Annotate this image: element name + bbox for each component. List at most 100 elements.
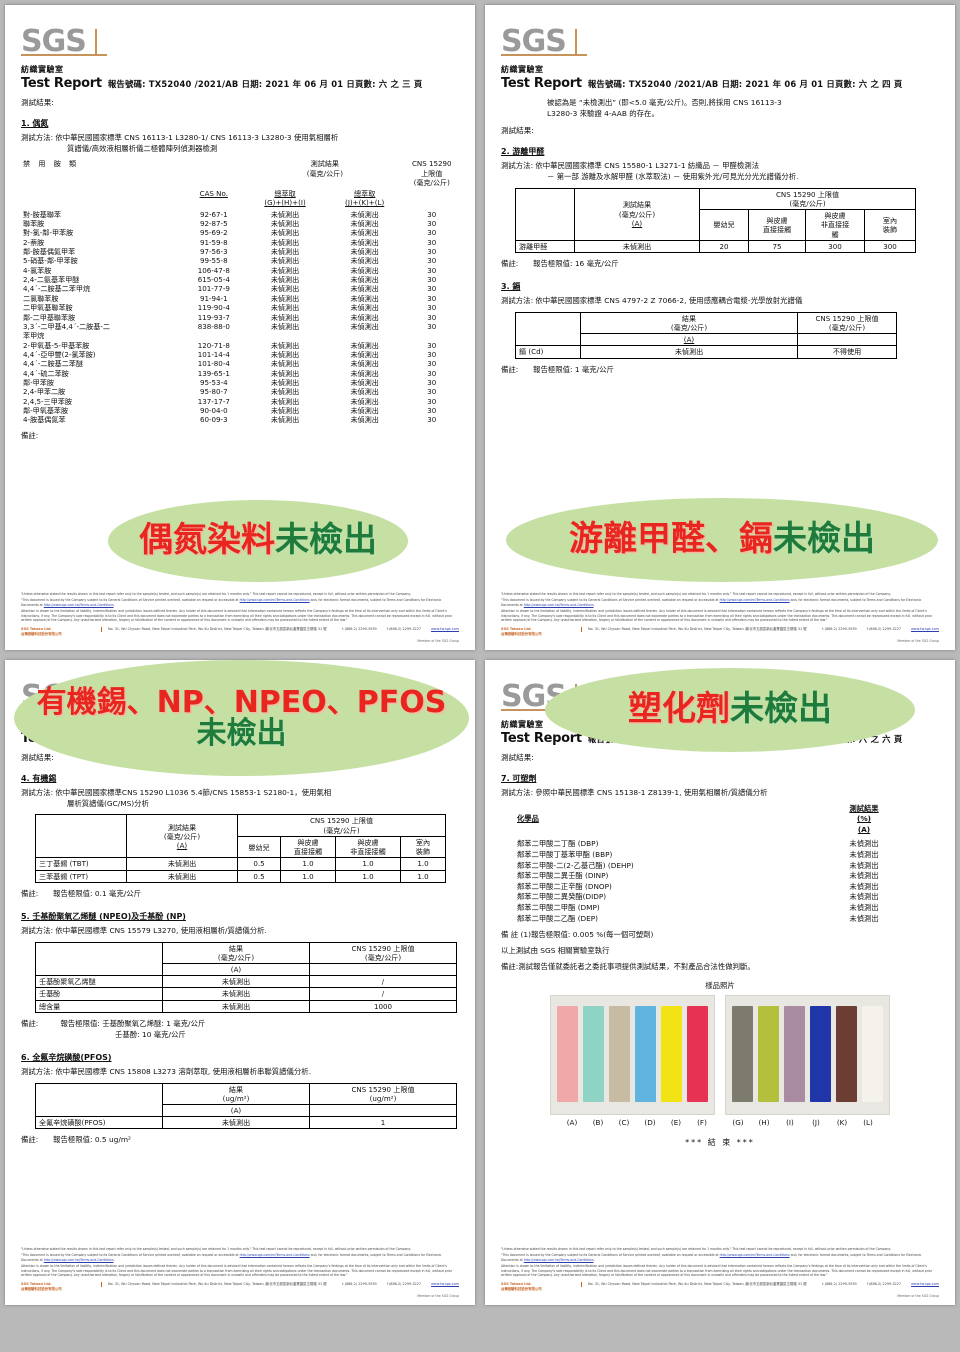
chemical-result: 未偵測出 (849, 839, 879, 849)
sample-label: (I) (786, 1118, 794, 1128)
header-result-a: (A) (631, 218, 643, 228)
footer-company: SGS Taiwan Ltd. 台灣檢驗科技股份有限公司 (501, 1282, 573, 1292)
terms-link-2[interactable]: http://www.sgs.com.tw/Terms-and-Conditio… (43, 1257, 114, 1262)
table-row: 壬基酚聚氧乙烯醚 未偵測出 / (35, 975, 457, 989)
terms-link-2[interactable]: http://www.sgs.com.tw/Terms-and-Conditio… (523, 602, 594, 607)
header-limit-top: CNS 15290 上限值 (351, 1084, 415, 1094)
header-limit-blank (309, 1103, 457, 1118)
method-line1: 測試方法: 依中華民國國家標準CNS 15290 L1036 5.4節/CNS … (21, 788, 332, 797)
amine-cas: 119-93-7 (197, 312, 230, 322)
amine-name: 二氯聯苯胺 (23, 293, 59, 303)
row-skin-direct: 1.0 (280, 857, 336, 871)
footer-company-zh: 台灣檢驗科技股份有限公司 (501, 632, 542, 637)
amine-result-2: 未偵測出 (350, 293, 379, 303)
footer-web-link[interactable]: www.tw.sgs.com (911, 626, 939, 631)
amine-limit: 30 (427, 312, 437, 322)
amine-result-2: 未偵測出 (350, 406, 379, 416)
amine-name: 2-甲氧基-5-甲基苯胺 (23, 340, 90, 350)
header-result: 測試結果 (毫克/公斤) (245, 159, 404, 189)
row-result: 未偵測出 (162, 1116, 310, 1130)
sample-label: (D) (644, 1118, 656, 1128)
amine-table-body: 對-胺基聯苯 92-67-1 未偵測出 未偵測出 30 聯苯胺 92-87-5 未偵測出 未偵測… (21, 210, 459, 425)
table-subheader-row: 嬰幼兒 與皮膚 直接接觸 與皮膚 非直接接觸 室內 裝飾 (36, 835, 446, 859)
sgs-logo: SGS (21, 27, 459, 61)
header-indoor-2: 裝飾 (415, 847, 431, 857)
header-skin-direct-1: 與皮膚 (766, 215, 788, 225)
header-skin-direct-1: 與皮膚 (297, 837, 319, 847)
table-row: 總含量 未偵測出 1000 (35, 999, 457, 1013)
footer-tel: t (886-2) 2299-3939 (342, 626, 377, 631)
terms-link-2[interactable]: http://www.sgs.com.tw/Terms-and-Conditio… (523, 1257, 594, 1262)
amine-name: 2,4-甲苯二胺 (23, 387, 66, 397)
footer-member: Member of the SGS Group (897, 1294, 939, 1299)
header-result-top: 結果 (228, 1084, 244, 1094)
chemical-result: 未偵測出 (849, 881, 879, 891)
sgs-logo: SGS (501, 27, 939, 61)
footer-fax: f (886-2) 2299-3227 (866, 1281, 902, 1286)
table-row: 4,4´-硫二苯胺 139-65-1 未偵測出 未偵測出 30 (21, 369, 459, 378)
terms-link-1[interactable]: http://www.sgs.com/en/Terms-and-Conditio… (239, 1253, 310, 1258)
sample-labels-group-2: (G) (H) (I) (J) (K) (L) (725, 1118, 881, 1127)
amine-cas: 106-47-8 (197, 265, 230, 275)
row-baby: 20 (699, 239, 749, 254)
header-result-unit: (毫克/公斤) (670, 322, 708, 332)
method-azo: 測試方法: 依中華民國國家標準 CNS 16113-1 L3280-1/ CNS… (21, 133, 459, 154)
header-a: (A) (162, 962, 310, 977)
terms-link-2[interactable]: http://www.sgs.com.tw/Terms-and-Conditio… (43, 602, 114, 607)
table-row: 2,4,5-三甲苯胺 137-17-7 未偵測出 未偵測出 30 (21, 397, 459, 406)
header-indoor-2: 裝飾 (882, 224, 898, 234)
footer-p1: "Unless otherwise stated the results sho… (501, 1247, 891, 1252)
footer-web-link[interactable]: www.tw.sgs.com (911, 1281, 939, 1286)
footer-p2a: "This document is issued by the Company … (21, 598, 240, 603)
footer-member: Member of the SGS Group (897, 639, 939, 644)
amine-result-1: 未偵測出 (270, 387, 300, 397)
amine-result-1: 未偵測出 (270, 368, 300, 378)
footer-address-bar: SGS Taiwan Ltd. 台灣檢驗科技股份有限公司 No. 31, Wu … (501, 626, 939, 637)
sample-swatch (635, 1006, 656, 1103)
method-plasticizer: 測試方法: 參照中華民國標準 CNS 15138-1 Z8139-1, 使用氣相… (501, 788, 768, 797)
sgs-logo-text: SGS (21, 24, 87, 59)
terms-link-1[interactable]: http://www.sgs.com/en/Terms-and-Conditio… (719, 598, 790, 603)
footer-p2: "This document is issued by the Company … (21, 598, 459, 607)
header-extract-1: 總萃取 (G)+(H)+(I) (245, 189, 325, 209)
amine-result-1: 未偵測出 (270, 247, 300, 256)
header-limit: CNS 15290 上限值 (毫克/公斤) (797, 311, 897, 335)
remark-azo: 備註: (21, 430, 39, 440)
amine-name: 4,4´-亞甲雙(2-氯苯胺) (23, 349, 96, 359)
sample-swatch (836, 1006, 857, 1103)
header-result-unit: (毫克/公斤) (163, 831, 201, 841)
amine-limit: 30 (427, 340, 437, 350)
section-title-formaldehyde: 2. 游離甲醛 (501, 147, 545, 157)
terms-link-1[interactable]: http://www.sgs.com/en/Terms-and-Conditio… (239, 598, 310, 603)
section-title-azo: 1. 偶氮 (21, 119, 49, 128)
organotin-body: 三丁基錫 (TBT) 未偵測出 0.5 1.0 1.0 1.0 三苯基錫 (TPT) 未偵測出… (35, 857, 446, 883)
report-page-5: SGS 紡織實驗室 Test Report 報告號碼: TX52040 /202… (5, 660, 475, 1305)
amine-limit: 30 (427, 275, 437, 285)
row-name: 鎘 (Cd) (515, 345, 581, 359)
amine-result-2: 未偵測出 (350, 387, 379, 397)
amine-cas: 90-04-0 (199, 406, 228, 416)
header-indoor-1: 室內 (882, 215, 898, 225)
page-footer-4: "Unless otherwise stated the results sho… (501, 592, 939, 644)
sample-label: (J) (812, 1118, 820, 1128)
table-row: 二氯聯苯胺 91-94-1 未偵測出 未偵測出 30 (21, 294, 459, 303)
row-indoor: 1.0 (400, 857, 446, 871)
footer-p3: Attention is drawn to the limitation of … (501, 1264, 933, 1278)
amine-cas: 91-59-8 (199, 237, 228, 247)
footer-member: Member of the SGS Group (417, 639, 459, 644)
amine-name: 二甲氧基聯苯胺 (23, 303, 73, 313)
terms-link-1[interactable]: http://www.sgs.com/en/Terms-and-Conditio… (719, 1253, 790, 1258)
amine-cas: 95-69-2 (199, 228, 228, 238)
footer-web-link[interactable]: www.tw.sgs.com (431, 1281, 459, 1286)
formaldehyde-table: 測試結果 (毫克/公斤) (A) CNS 15290 上限值 (毫克/公斤) 嬰… (515, 187, 916, 254)
amine-result-2: 未偵測出 (350, 303, 379, 313)
footer-company-en: SGS Taiwan Ltd. (21, 1281, 52, 1286)
footer-web-link[interactable]: www.tw.sgs.com (431, 626, 459, 631)
row-limit: 1000 (309, 999, 457, 1013)
header-result: 結果 (毫克/公斤) (162, 941, 310, 964)
table-row: 4,4´-二胺基二苯甲烷 101-77-9 未偵測出 未偵測出 30 (21, 284, 459, 293)
amine-result-1: 未偵測出 (270, 209, 300, 219)
header-result-top: 測試結果 (622, 200, 652, 210)
remark-formaldehyde: 備註: 報告極限值: 16 毫克/公斤 (501, 259, 619, 268)
